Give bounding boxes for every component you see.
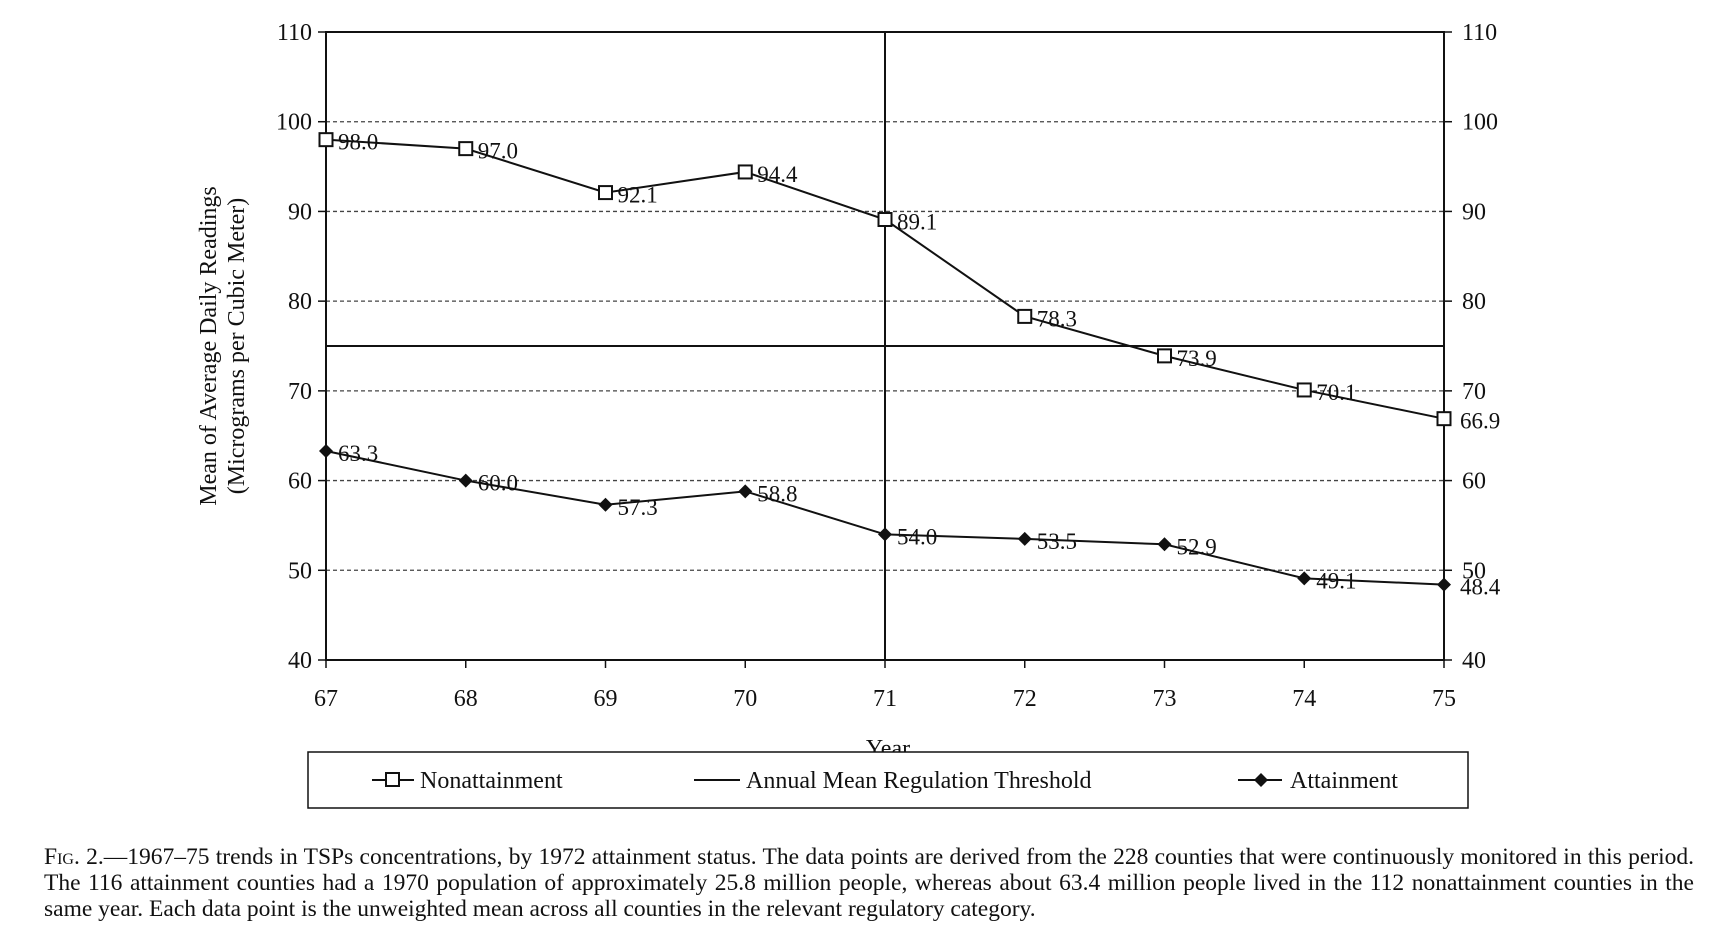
y-tick-label-right: 70 (1462, 379, 1486, 405)
attainment-point (598, 497, 613, 512)
figure-label: Fig. 2. (44, 844, 104, 870)
grid-lines (326, 121, 1444, 571)
y-tick-label-left: 90 (288, 199, 312, 225)
attainment-data-label: 53.5 (1037, 529, 1077, 554)
x-tick-label: 74 (1292, 686, 1316, 712)
y-tick-label-right: 90 (1462, 199, 1486, 225)
nonattainment-point (1157, 348, 1172, 364)
attainment-point (458, 473, 473, 488)
nonattainment-data-label: 78.3 (1037, 306, 1077, 331)
x-tick-label: 73 (1153, 686, 1177, 712)
x-tick-label: 71 (873, 686, 897, 712)
nonattainment-data-label: 92.1 (618, 183, 658, 208)
y-tick-label-right: 40 (1462, 648, 1486, 674)
attainment-point (1437, 577, 1451, 592)
y-tick-label-left: 40 (288, 648, 312, 674)
figure-caption: Fig. 2.—1967–75 trends in TSPs concentra… (44, 844, 1694, 922)
x-tick-label: 72 (1013, 686, 1037, 712)
y-axis-left: 40 50 60 70 80 90 100 110 (276, 20, 326, 674)
nonattainment-point (598, 185, 613, 201)
x-tick-label: 68 (454, 686, 478, 712)
y-tick-label-left: 110 (277, 20, 312, 46)
nonattainment-data-label: 66.9 (1460, 409, 1500, 434)
x-tick-label: 69 (594, 686, 618, 712)
y-tick-label-right: 100 (1462, 110, 1498, 136)
attainment-data-label: 57.3 (618, 495, 658, 520)
tsp-trend-chart: 40 50 60 70 80 90 100 110 40 50 60 70 80 90 100 110 67… (196, 20, 1501, 809)
legend-threshold-label: Annual Mean Regulation Threshold (746, 768, 1092, 794)
nonattainment-data-label: 98.0 (338, 130, 378, 155)
nonattainment-point (318, 132, 334, 148)
legend-attainment-marker (1254, 773, 1268, 787)
nonattainment-data-label: 97.0 (478, 139, 518, 164)
nonattainment-point (737, 164, 753, 180)
legend: Nonattainment Annual Mean Regulation Thr… (307, 751, 1469, 809)
y-tick-label-left: 100 (276, 110, 312, 136)
attainment-data-label: 60.0 (478, 471, 518, 496)
y-axis-title-line1: Mean of Average Daily Readings (196, 186, 222, 505)
nonattainment-data-label: 94.4 (757, 162, 798, 187)
attainment-point (1017, 531, 1032, 546)
nonattainment-point (1436, 411, 1452, 427)
series-group: 98.0 97.0 92.1 94.4 89.1 78.3 73.9 70.1 66.9 63.3… (318, 130, 1501, 600)
x-tick-label: 75 (1432, 686, 1456, 712)
attainment-data-label: 52.9 (1177, 534, 1217, 559)
legend-nonattainment-label: Nonattainment (420, 768, 563, 794)
legend-attainment-label: Attainment (1290, 768, 1398, 794)
y-tick-label-left: 70 (288, 379, 312, 405)
y-tick-label-left: 50 (288, 558, 312, 584)
nonattainment-data-label: 89.1 (897, 210, 937, 235)
x-axis: 67 68 69 70 71 72 73 74 75 (314, 660, 1456, 712)
legend-nonattainment-marker (385, 772, 400, 787)
x-tick-label: 70 (733, 686, 757, 712)
y-axis-right: 40 50 60 70 80 90 100 110 (1444, 20, 1498, 674)
attainment-data-label: 63.3 (338, 441, 378, 466)
y-tick-label-left: 80 (288, 289, 312, 315)
y-tick-label-right: 110 (1462, 20, 1497, 46)
attainment-point (319, 443, 333, 458)
nonattainment-data-label: 70.1 (1316, 380, 1356, 405)
nonattainment-point (877, 212, 893, 228)
y-tick-label-right: 50 (1462, 558, 1486, 584)
attainment-point (1157, 537, 1172, 552)
y-tick-label-right: 80 (1462, 289, 1486, 315)
nonattainment-point (1017, 308, 1033, 324)
y-axis-title-line2: (Micrograms per Cubic Meter) (224, 198, 250, 495)
attainment-point (1297, 571, 1312, 586)
y-tick-label-left: 60 (288, 469, 312, 495)
attainment-data-label: 54.0 (897, 524, 937, 549)
nonattainment-point (458, 141, 474, 157)
nonattainment-data-label: 73.9 (1177, 346, 1217, 371)
y-tick-label-right: 60 (1462, 469, 1486, 495)
attainment-point (878, 527, 892, 542)
x-tick-label: 67 (314, 686, 338, 712)
nonattainment-point (1296, 382, 1312, 398)
attainment-data-label: 49.1 (1316, 568, 1356, 593)
caption-text: —1967–75 trends in TSPs concentrations, … (44, 844, 1694, 922)
attainment-point (738, 484, 753, 499)
attainment-data-label: 58.8 (757, 481, 797, 506)
attainment-data-label: 48.4 (1460, 575, 1501, 600)
